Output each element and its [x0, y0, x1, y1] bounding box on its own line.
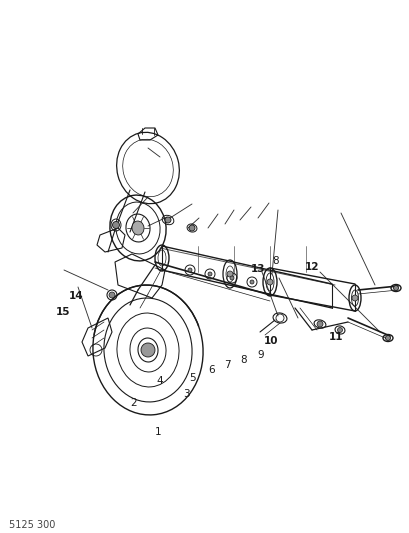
- Text: 11: 11: [328, 332, 343, 342]
- Text: 1: 1: [154, 427, 161, 437]
- Ellipse shape: [132, 221, 144, 235]
- Text: 2: 2: [130, 399, 136, 408]
- Text: 10: 10: [263, 336, 277, 346]
- Text: 8: 8: [272, 256, 278, 266]
- Text: 4: 4: [156, 376, 163, 386]
- Circle shape: [393, 286, 398, 290]
- Circle shape: [266, 279, 272, 285]
- Circle shape: [316, 321, 322, 327]
- Text: 6: 6: [207, 366, 214, 375]
- Circle shape: [112, 222, 119, 229]
- Text: 8: 8: [240, 355, 247, 365]
- Text: 14: 14: [68, 291, 83, 301]
- Circle shape: [109, 292, 115, 298]
- Circle shape: [188, 268, 191, 272]
- Text: 13: 13: [250, 264, 265, 274]
- Circle shape: [384, 335, 389, 341]
- Text: 5125 300: 5125 300: [9, 520, 55, 530]
- Circle shape: [141, 343, 155, 357]
- Text: 5: 5: [189, 374, 196, 383]
- Circle shape: [351, 295, 357, 301]
- Circle shape: [249, 280, 254, 284]
- Circle shape: [229, 276, 234, 280]
- Circle shape: [207, 272, 211, 276]
- Text: 12: 12: [303, 262, 318, 271]
- Circle shape: [337, 327, 342, 333]
- Text: 3: 3: [183, 389, 189, 399]
- Text: 9: 9: [256, 350, 263, 360]
- Circle shape: [164, 217, 171, 223]
- Circle shape: [189, 225, 195, 231]
- Text: 15: 15: [56, 307, 71, 317]
- Circle shape: [227, 271, 232, 277]
- Text: 7: 7: [224, 360, 230, 370]
